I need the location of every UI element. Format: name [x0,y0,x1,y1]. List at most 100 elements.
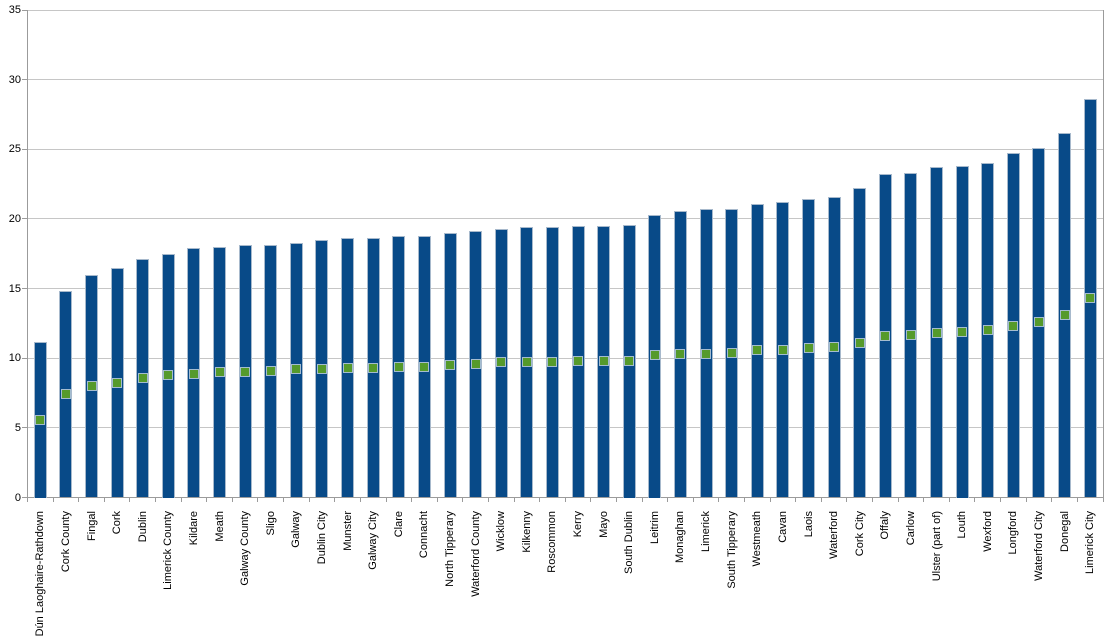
x-axis-tick [411,497,413,502]
data-point-marker [35,414,46,425]
x-axis-tick [129,497,131,502]
y-axis-tick [21,357,28,359]
y-gridline [27,427,1103,429]
x-axis-tick [615,497,617,502]
x-axis-tick [667,497,669,502]
data-point-marker [957,326,968,337]
y-gridline [27,218,1103,220]
x-category-label: Roscommon [546,510,559,573]
data-point-marker [649,350,660,361]
data-point-marker [1033,317,1044,327]
y-axis-tick [21,497,28,498]
y-tick-label: 25 [8,143,21,156]
x-category-label: Mayo [597,510,610,538]
x-axis-tick [78,497,80,502]
x-category-label: Louth [956,510,969,539]
x-category-label: Galway [290,510,303,548]
x-category-label: Carlow [904,510,917,545]
data-point-marker [701,349,712,360]
x-category-label: Dublin City [315,510,328,564]
x-axis-tick [180,497,182,502]
x-category-label: Limerick City [1084,510,1097,574]
x-category-label: Laois [802,510,815,537]
data-point-marker [265,365,276,376]
x-axis-tick [897,497,899,502]
data-point-marker [931,328,942,339]
x-axis-tick [257,497,259,502]
x-axis-tick [564,497,566,502]
data-point-marker [496,357,507,368]
x-axis-tick [52,497,54,502]
x-axis-tick [744,497,745,502]
x-category-label: Waterford City [1032,510,1045,581]
x-axis-tick [1000,497,1002,502]
plot-right-border [1102,10,1104,498]
x-axis-tick [27,497,28,502]
y-tick-label: 30 [8,73,21,86]
data-point-marker [214,367,225,378]
data-point-marker [675,349,686,360]
x-axis-tick [1025,497,1027,502]
x-category-label: Clare [392,510,405,537]
y-axis-tick [21,79,28,81]
x-axis-tick [308,497,310,502]
data-point-marker [188,368,199,379]
x-category-label: Dún Laoghaire-Rathdown [34,510,47,636]
data-point-marker [777,344,788,355]
data-point-marker [982,325,993,336]
x-axis-tick [103,497,105,502]
x-category-label: North Tipperary [444,510,457,587]
x-category-label: Longford [1007,510,1020,554]
y-axis-tick [21,9,28,11]
x-category-label: Cork County [59,510,72,572]
x-category-label: Connacht [418,510,431,558]
data-point-marker [880,330,891,341]
y-axis-line [27,10,28,498]
data-point-marker [803,343,814,354]
x-axis-tick [359,497,361,502]
x-axis-tick [1102,497,1104,502]
x-category-label: South Tipperary [725,510,738,589]
x-axis-tick [872,497,874,502]
data-point-marker [752,344,763,355]
data-point-marker [726,347,737,358]
x-axis-tick [231,497,233,502]
y-gridline [27,148,1103,150]
x-axis-tick [923,497,925,502]
y-tick-label: 5 [14,421,21,434]
data-point-marker [137,372,148,383]
x-axis-tick [590,497,592,502]
y-tick-label: 15 [8,282,21,295]
data-point-marker [60,389,71,400]
x-axis-tick [641,497,643,502]
y-gridline [27,79,1103,81]
y-tick-label: 20 [8,212,21,225]
x-axis-tick [206,497,208,502]
data-point-marker [905,329,916,340]
x-category-label: Wicklow [495,510,508,551]
x-axis-tick [385,497,387,502]
data-point-marker [393,361,404,372]
data-point-marker [368,362,379,373]
x-category-label: South Dublin [623,510,636,574]
x-category-label: Offaly [879,510,892,540]
y-axis-tick [21,148,28,150]
x-category-label: Leitrim [648,510,661,544]
x-axis-tick [513,497,515,502]
data-point-marker [854,337,865,348]
x-category-label: Donegal [1058,510,1071,552]
x-category-label: Wexford [981,510,994,552]
x-category-label: Sligo [264,510,277,535]
x-category-label: Waterford [828,510,841,559]
x-axis-tick [155,497,157,502]
x-axis-tick [539,497,541,502]
x-axis-tick [334,497,336,502]
x-category-label: Kildare [187,510,200,545]
y-tick-label: 10 [8,352,21,365]
data-point-marker [342,362,353,373]
y-tick-label: 35 [8,4,21,16]
x-category-label: Fingal [85,510,98,541]
x-category-label: Meath [213,510,226,542]
